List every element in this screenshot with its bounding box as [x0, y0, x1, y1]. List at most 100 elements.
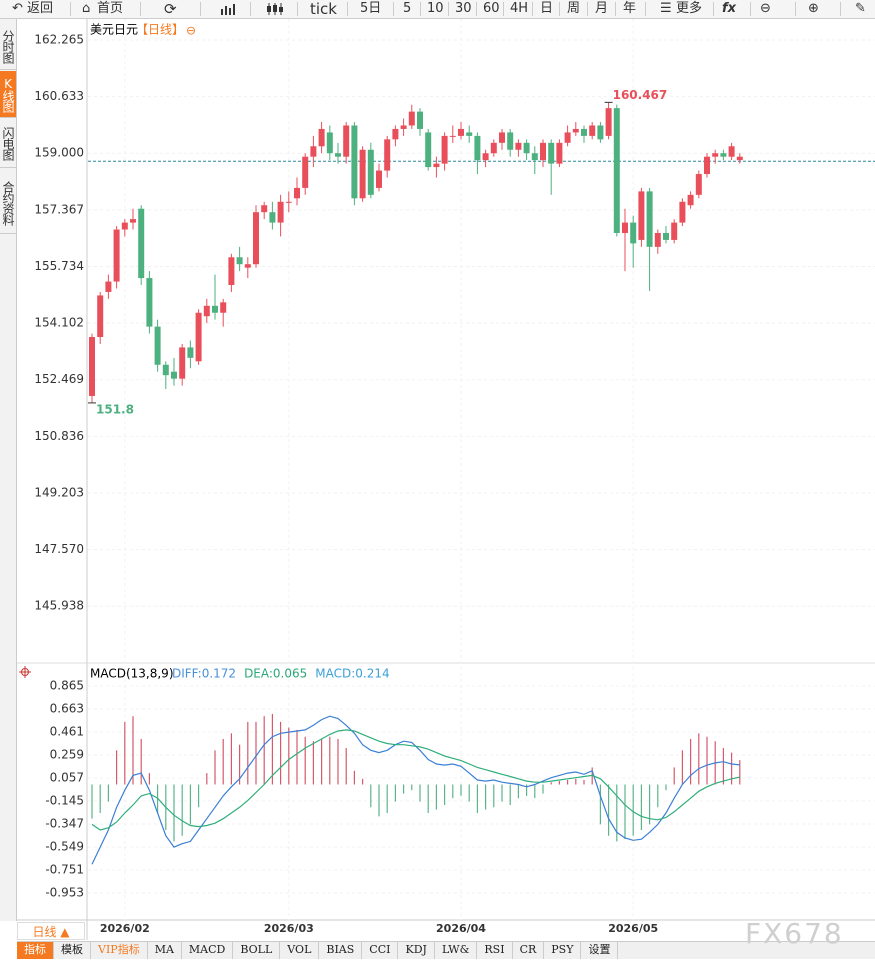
period-button[interactable]: 5日 [360, 1, 382, 16]
y-tick-label: 160.633 [34, 89, 84, 103]
candle-body [695, 174, 702, 195]
candle-body [646, 191, 653, 247]
macd-line [91, 729, 740, 831]
candle-body [720, 153, 727, 157]
back-button[interactable]: 返回 [27, 1, 54, 16]
bottom-tab[interactable]: RSI [477, 942, 513, 959]
more-icon[interactable]: ☰ [660, 1, 672, 16]
bottom-tab[interactable]: BIAS [319, 942, 363, 959]
draw-button[interactable]: ✎ [855, 1, 866, 16]
candle-body [408, 111, 415, 126]
period-button[interactable]: 日 [540, 1, 554, 16]
candle-body [228, 257, 235, 286]
period-button[interactable]: 10 [427, 1, 444, 16]
x-tick-label: 2026/02 [100, 922, 150, 935]
y-tick-label: -0.347 [45, 817, 84, 831]
bottom-tab[interactable]: LW& [435, 942, 478, 959]
y-tick-label: 154.102 [34, 316, 84, 330]
home-button[interactable]: 首页 [97, 1, 124, 16]
candle-body [326, 132, 333, 154]
candle-body [572, 128, 579, 133]
candle-body [531, 153, 538, 161]
candle-body [581, 128, 587, 136]
y-tick-label: 162.265 [34, 33, 84, 47]
period-button[interactable]: 月 [595, 1, 609, 16]
candle-body [597, 125, 604, 140]
period-button[interactable]: 60 [483, 1, 500, 16]
bottom-tab[interactable]: 设置 [581, 942, 619, 959]
bottom-tab[interactable]: PSY [544, 942, 582, 959]
period-tab[interactable]: 日线 ▲ [17, 922, 85, 940]
candle-body [679, 201, 686, 223]
side-tab[interactable]: 闪电图 [0, 119, 16, 168]
high-annotation: 160.467 [613, 88, 668, 102]
bottom-tabs: 指标 模板 VIP指标 MA MACD BOLL VOL BIAS CCI KD… [17, 941, 875, 959]
candle-body [277, 201, 284, 223]
candle-body [351, 125, 358, 199]
candle-button[interactable] [266, 2, 284, 16]
candle-body [294, 187, 300, 199]
title-icon: ⊖ [186, 24, 196, 38]
candle-body [474, 135, 481, 161]
side-tab[interactable]: 合约资料 [0, 173, 16, 234]
candle-body [187, 347, 194, 358]
bottom-tab[interactable]: VIP指标 [91, 942, 148, 959]
candle-body [540, 142, 546, 161]
candle-body [392, 128, 399, 140]
bottom-tab[interactable]: CR [513, 942, 545, 959]
candle-body [130, 219, 136, 223]
bottom-tab[interactable]: MACD [182, 942, 234, 959]
bottom-tab[interactable]: BOLL [233, 942, 281, 959]
low-annotation: 151.8 [96, 402, 134, 416]
candle-body [449, 135, 456, 137]
candle-body [499, 132, 505, 143]
candle-body [548, 142, 555, 164]
bottom-tab[interactable]: CCI [362, 942, 399, 959]
candle-body [671, 222, 678, 240]
candle-body [704, 156, 710, 175]
home-icon[interactable]: ⌂ [82, 1, 91, 16]
candle-body [654, 232, 661, 247]
y-tick-label: -0.953 [45, 886, 84, 900]
y-tick-label: 0.663 [50, 702, 84, 716]
candle-body [179, 347, 186, 379]
candle-body [515, 142, 522, 150]
candle-body [663, 232, 669, 240]
bottom-tab[interactable]: KDJ [398, 942, 435, 959]
bottom-tab[interactable]: MA [148, 942, 182, 959]
back-icon[interactable]: ↶ [12, 1, 23, 16]
candle-body [433, 163, 440, 168]
bottom-tab[interactable]: 模板 [54, 942, 91, 959]
more-button[interactable]: 更多 [676, 1, 703, 16]
side-tab[interactable]: K线图 [0, 71, 16, 118]
zoom-out-button[interactable]: ⊖ [760, 1, 771, 16]
bottom-tab[interactable]: 指标 [17, 942, 54, 959]
candle-body [121, 222, 128, 230]
period-button[interactable]: 30 [455, 1, 472, 16]
candle-body [638, 191, 645, 240]
period-button[interactable]: 5 [403, 1, 412, 16]
y-tick-label: -0.145 [45, 794, 84, 808]
formula-button[interactable]: fx [722, 1, 737, 16]
candle-body [89, 337, 95, 396]
y-tick-label: 0.461 [50, 725, 84, 739]
bars-button[interactable] [220, 2, 238, 16]
tick-button[interactable]: tick [310, 0, 337, 18]
period-button[interactable]: 4H [510, 1, 529, 16]
watermark: FX678 [745, 917, 844, 950]
zoom-in-button[interactable]: ⊕ [808, 1, 819, 16]
candle-body [302, 156, 309, 188]
side-tab[interactable]: 分时图 [0, 23, 16, 70]
period-button[interactable]: 年 [623, 1, 637, 16]
sidebar: 分时图 K线图 闪电图 合约资料 [0, 19, 17, 921]
bottom-tab[interactable]: VOL [280, 942, 320, 959]
candle-body [359, 149, 366, 199]
candle-body [466, 132, 473, 136]
refresh-button[interactable]: ⟳ [164, 0, 177, 18]
candle-body [154, 326, 161, 365]
period-button[interactable]: 周 [567, 1, 581, 16]
y-tick-label: 157.367 [34, 202, 84, 216]
y-tick-label: 147.570 [34, 542, 84, 556]
